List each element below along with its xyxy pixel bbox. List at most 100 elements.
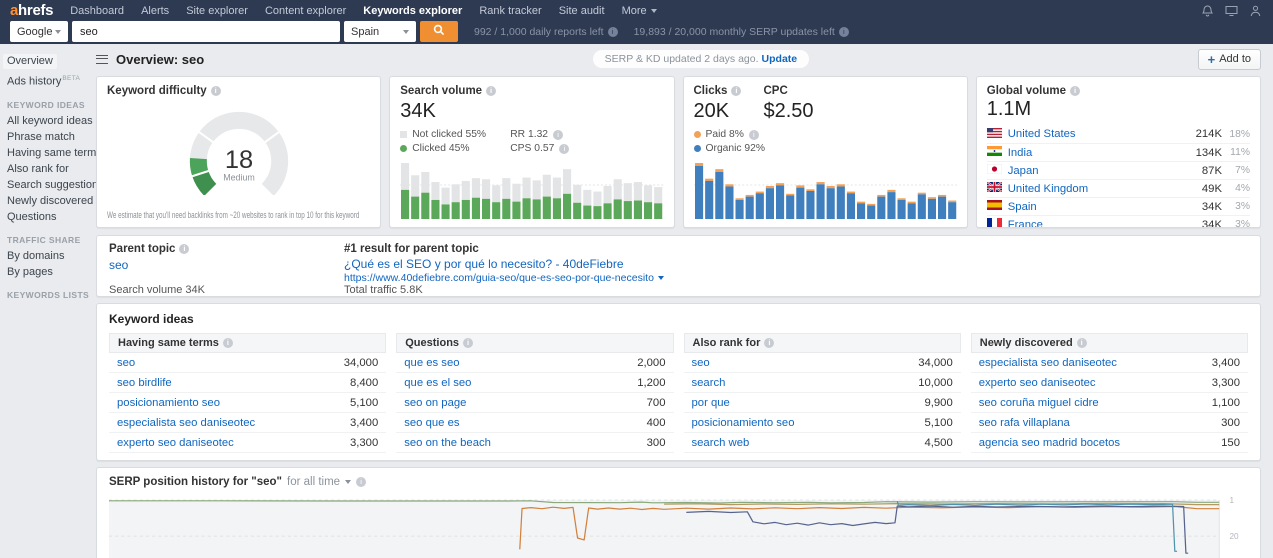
nav-item-site-audit[interactable]: Site audit: [559, 5, 605, 17]
view-all-link[interactable]: View all 108: [971, 453, 1248, 460]
sidebar-item-by-pages[interactable]: By pages: [7, 265, 53, 278]
ideas-table-header: Also rank for: [683, 333, 961, 353]
keyword-link[interactable]: experto seo daniseotec: [978, 376, 1096, 389]
keyword-volume: 8,400: [349, 376, 379, 389]
view-all-link[interactable]: View all 2,412: [396, 453, 673, 460]
top-result-url[interactable]: https://www.40defiebre.com/guia-seo/que-…: [344, 272, 1248, 284]
cpc-value: $2.50: [763, 100, 814, 122]
country-link[interactable]: India: [1007, 146, 1033, 159]
keyword-link[interactable]: agencia seo madrid bocetos: [978, 436, 1121, 449]
sidebar-item-overview[interactable]: Overview: [3, 54, 57, 69]
view-all-link[interactable]: View all 49,280: [109, 453, 386, 460]
top-result-title-link[interactable]: ¿Qué es el SEO y por qué lo necesito? - …: [344, 257, 624, 271]
add-to-button[interactable]: + Add to: [1197, 48, 1261, 70]
info-icon[interactable]: [210, 86, 221, 96]
info-icon[interactable]: [607, 26, 618, 37]
keyword-link[interactable]: search web: [691, 436, 750, 449]
info-icon[interactable]: [179, 244, 190, 254]
info-icon[interactable]: [486, 86, 497, 96]
sidebar-item-by-domains[interactable]: By domains: [7, 249, 65, 262]
keyword-input[interactable]: seo: [72, 21, 340, 42]
sidebar-item-newly-discovered[interactable]: Newly discovered: [7, 194, 94, 207]
sidebar-item-phrase-match[interactable]: Phrase match: [7, 130, 75, 143]
sidebar-item-also-rank-for[interactable]: Also rank for: [7, 162, 69, 175]
keyword-link[interactable]: seo coruña miguel cidre: [978, 396, 1099, 409]
keyword-link[interactable]: seo: [691, 356, 710, 369]
keyword-link[interactable]: posicionamiento seo: [691, 416, 795, 429]
global-volume-panel: Global volume 1.1M United States 214K 18% I…: [975, 76, 1261, 228]
nav-item-dashboard[interactable]: Dashboard: [70, 5, 124, 17]
serp-history-range[interactable]: for all time: [287, 476, 341, 488]
nav-item-keywords-explorer[interactable]: Keywords explorer: [363, 5, 462, 17]
keyword-link[interactable]: experto seo daniseotec: [117, 436, 234, 449]
country-share: 3%: [1235, 219, 1250, 228]
nav-item-rank-tracker[interactable]: Rank tracker: [479, 5, 541, 17]
sidebar-item-search-suggestions[interactable]: Search suggestions: [7, 178, 104, 191]
info-icon[interactable]: [559, 143, 570, 154]
keyword-link[interactable]: que es el seo: [404, 376, 472, 389]
nav-item-label: Rank tracker: [479, 5, 542, 17]
nav-item-content-explorer[interactable]: Content explorer: [265, 5, 346, 17]
display-icon[interactable]: [1225, 5, 1238, 17]
update-link[interactable]: Update: [761, 53, 798, 65]
top-result-total-traffic: Total traffic 5.8K: [344, 284, 423, 296]
keyword-ideas-title: Keyword ideas: [109, 312, 194, 326]
chevron-down-icon[interactable]: [345, 480, 352, 484]
info-icon[interactable]: [222, 338, 233, 348]
info-icon[interactable]: [553, 129, 564, 140]
info-icon[interactable]: [356, 477, 367, 487]
sidebar-item-having-same-terms[interactable]: Having same terms: [7, 146, 102, 159]
info-icon[interactable]: [731, 86, 742, 96]
keyword-link[interactable]: por que: [691, 396, 730, 409]
keyword-link[interactable]: especialista seo daniseotec: [117, 416, 256, 429]
keyword-link[interactable]: search: [691, 376, 726, 389]
keyword-row: seo 34,000: [109, 353, 387, 373]
sidebar-item-all-keyword-ideas[interactable]: All keyword ideas: [7, 114, 93, 127]
country-link[interactable]: France: [1007, 218, 1043, 228]
keyword-link[interactable]: seo birdlife: [117, 376, 172, 389]
country-link[interactable]: Japan: [1007, 164, 1039, 177]
country-link[interactable]: Spain: [1007, 200, 1037, 213]
nav-item-site-explorer[interactable]: Site explorer: [186, 5, 248, 17]
info-icon[interactable]: [838, 26, 849, 37]
country-volume: 214K: [1195, 128, 1222, 140]
info-icon[interactable]: [748, 129, 759, 140]
view-all-link[interactable]: View all 1,047: [684, 453, 961, 460]
keyword-link[interactable]: seo: [117, 356, 136, 369]
sidebar-section-traffic-share: TRAFFIC SHARE: [7, 234, 81, 245]
bell-icon[interactable]: [1202, 5, 1213, 17]
keyword-link[interactable]: seo on page: [404, 396, 467, 409]
search-button[interactable]: [420, 21, 458, 42]
info-icon[interactable]: [1070, 86, 1080, 96]
country-row: Spain 34K 3%: [986, 197, 1250, 215]
plus-icon: +: [1207, 51, 1216, 67]
country-link[interactable]: United Kingdom: [1007, 182, 1089, 195]
country-select[interactable]: Spain: [344, 21, 416, 42]
menu-toggle-icon[interactable]: [96, 54, 108, 64]
parent-topic-keyword-link[interactable]: seo: [109, 258, 129, 272]
ahrefs-logo[interactable]: ahrefs: [10, 2, 54, 19]
keyword-row: seo coruña miguel cidre 1,100: [970, 393, 1248, 413]
sidebar-item-questions[interactable]: Questions: [7, 210, 57, 223]
info-icon[interactable]: [463, 338, 474, 348]
country-link[interactable]: United States: [1007, 128, 1076, 140]
serp-line-result-green: [109, 500, 1220, 504]
keyword-link[interactable]: seo que es: [404, 416, 460, 429]
sidebar-item-ads-history[interactable]: Ads historyBETA: [7, 72, 96, 89]
keyword-link[interactable]: seo rafa villaplana: [978, 416, 1070, 429]
nav-item-alerts[interactable]: Alerts: [141, 5, 169, 17]
search-engine-select[interactable]: Google: [10, 21, 68, 42]
difficulty-note: We estimate that you'll need backlinks f…: [107, 210, 360, 220]
serp-history-chart: 1 20: [109, 494, 1248, 558]
nav-item-more[interactable]: More: [622, 5, 657, 17]
keyword-link[interactable]: especialista seo daniseotec: [978, 356, 1117, 369]
keyword-link[interactable]: seo on the beach: [404, 436, 491, 449]
info-icon[interactable]: [1076, 338, 1087, 348]
user-icon[interactable]: [1250, 5, 1261, 17]
keyword-link[interactable]: que es seo: [404, 356, 460, 369]
info-icon[interactable]: [764, 338, 775, 348]
magnifier-icon: [433, 24, 445, 39]
logo-rest: hrefs: [18, 2, 54, 19]
daily-reports-quota: 992 / 1,000 daily reports left: [474, 26, 618, 38]
keyword-link[interactable]: posicionamiento seo: [117, 396, 220, 409]
